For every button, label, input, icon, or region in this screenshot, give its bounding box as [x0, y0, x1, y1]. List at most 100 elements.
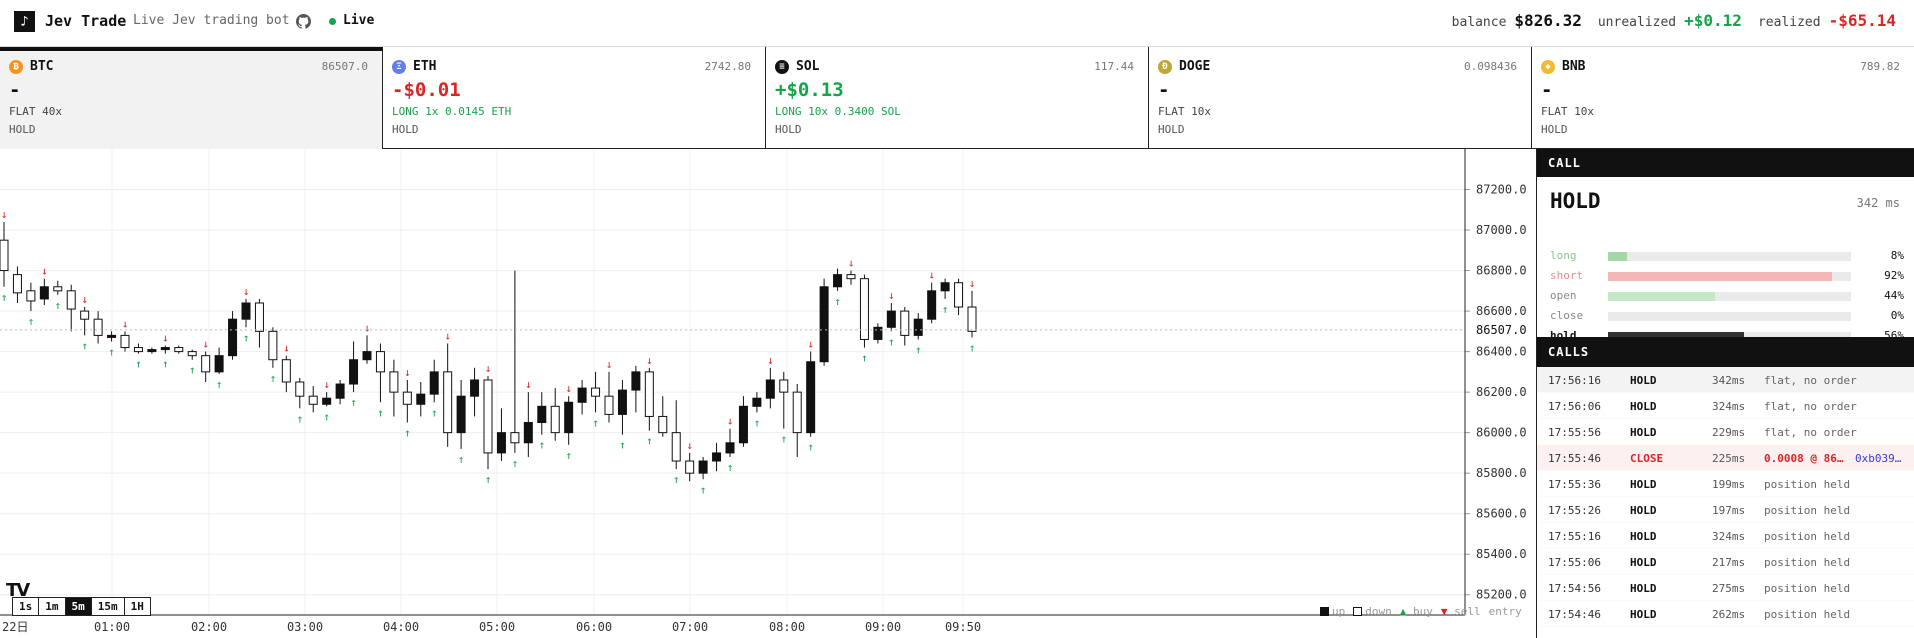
ticker-card[interactable]: ≡ SOL 117.44 +$0.13 LONG 10x 0.3400 SOL …	[766, 47, 1149, 149]
candle-body	[591, 387, 601, 397]
candle-body	[604, 395, 614, 415]
buy-marker: ↑	[404, 427, 411, 440]
prob-label: open	[1550, 289, 1577, 302]
candle-body	[322, 397, 332, 405]
live-status-label: Live	[343, 13, 375, 28]
call-row[interactable]: 17:56:16 HOLD 342ms flat, no order	[1537, 367, 1914, 393]
prob-long: long 8%	[1550, 249, 1904, 263]
ticker-action: HOLD	[775, 123, 802, 136]
x-tick-label: 09:50	[945, 620, 981, 634]
buy-marker: ↑	[1, 291, 8, 304]
prob-value: 0%	[1890, 309, 1904, 322]
candle-body	[658, 415, 668, 434]
brand-logo[interactable]: ♪	[14, 11, 35, 32]
interval-15m[interactable]: 15m	[92, 598, 125, 615]
y-tick-label: 85800.0	[1476, 466, 1527, 480]
sell-marker: ↓	[888, 289, 895, 302]
ticker-card[interactable]: Ξ ETH 2742.80 -$0.01 LONG 1x 0.0145 ETH …	[383, 47, 766, 149]
call-section-title: CALL	[1537, 149, 1914, 177]
call-row[interactable]: 17:55:46 CLOSE 225ms 0.0008 @ 86… 0xb039…	[1537, 445, 1914, 471]
call-row[interactable]: 17:55:56 HOLD 229ms flat, no order	[1537, 419, 1914, 445]
call-row[interactable]: 17:55:16 HOLD 324ms position held	[1537, 523, 1914, 549]
sell-marker: ↓	[162, 332, 169, 345]
call-time: 17:54:46	[1548, 608, 1601, 621]
call-time: 17:55:56	[1548, 426, 1601, 439]
buy-marker: ↑	[28, 315, 35, 328]
github-icon[interactable]	[296, 14, 311, 29]
buy-marker: ↑	[780, 433, 787, 446]
last-price-label: 86507.0	[1476, 323, 1527, 337]
chart-legend: up down ▲ buy ▼ sell entry	[1320, 605, 1522, 618]
y-tick-label: 85400.0	[1476, 547, 1527, 561]
candle-body	[443, 371, 453, 434]
call-note: position held	[1764, 530, 1851, 543]
sell-marker: ↓	[767, 354, 774, 367]
x-tick-label: 02:00	[191, 620, 227, 634]
calls-section-title: CALLS	[1537, 337, 1914, 367]
calls-rows: 17:56:16 HOLD 342ms flat, no order 17:56:06 H…	[1537, 367, 1914, 627]
call-note: flat, no order	[1764, 426, 1857, 439]
ticker-position: FLAT 10x	[1158, 105, 1211, 118]
prob-track	[1608, 272, 1851, 281]
call-row[interactable]: 17:54:56 HOLD 275ms position held	[1537, 575, 1914, 601]
prob-fill	[1608, 332, 1745, 341]
btc-coin-icon: ₿	[9, 60, 23, 74]
ticker-card[interactable]: ◆ BNB 789.82 - FLAT 10x HOLD	[1532, 47, 1914, 149]
sell-marker: ↓	[646, 354, 653, 367]
eth-coin-icon: Ξ	[392, 60, 406, 74]
ticker-card[interactable]: ₿ BTC 86507.0 - FLAT 40x HOLD	[0, 47, 383, 149]
call-row[interactable]: 17:55:26 HOLD 197ms position held	[1537, 497, 1914, 523]
interval-1h[interactable]: 1H	[130, 600, 144, 613]
buy-marker: ↑	[512, 457, 519, 470]
sell-marker: ↓	[686, 439, 693, 452]
candle-body	[712, 452, 722, 462]
call-row[interactable]: 17:54:46 HOLD 262ms position held	[1537, 601, 1914, 627]
top-bar: ♪ Jev Trade Live Jev trading bot Live ba…	[0, 0, 1914, 47]
buy-marker: ↑	[754, 416, 761, 429]
y-tick-label: 87200.0	[1476, 183, 1527, 197]
interval-1s[interactable]: 1s	[13, 598, 40, 615]
call-note: 0.0008 @ 86…	[1764, 452, 1844, 465]
sell-marker: ↓	[122, 317, 129, 330]
candle-body	[779, 379, 789, 393]
ticker-action: HOLD	[1158, 123, 1185, 136]
price-chart[interactable]: 87200.0 87000.0 86800.0 86600.0 86400.0 86200…	[0, 149, 1536, 638]
buy-marker: ↑	[81, 339, 88, 352]
calls-list: CALLS 17:56:16 HOLD 342ms flat, no order 17:…	[1537, 337, 1914, 627]
call-row[interactable]: 17:55:36 HOLD 199ms position held	[1537, 471, 1914, 497]
call-tx-link[interactable]: 0xb039…	[1855, 452, 1902, 465]
call-action: HOLD	[1550, 189, 1601, 213]
candle-body	[496, 432, 506, 454]
candle-body	[254, 302, 264, 332]
candle-body	[241, 302, 251, 320]
ticker-pnl: -$0.01	[392, 79, 461, 101]
ticker-symbol: SOL	[796, 59, 820, 74]
ticker-strip: ₿ BTC 86507.0 - FLAT 40x HOLD Ξ ETH 2742…	[0, 47, 1914, 149]
prob-label: close	[1550, 309, 1584, 322]
y-tick-label: 86600.0	[1476, 304, 1527, 318]
candlestick-chart[interactable]: 87200.0 87000.0 86800.0 86600.0 86400.0 86200…	[0, 149, 1536, 638]
ticker-position: LONG 1x 0.0145 ETH	[392, 105, 512, 118]
candle-body	[402, 391, 412, 405]
buy-marker: ↑	[915, 343, 922, 356]
interval-1m[interactable]: 1m	[39, 598, 66, 615]
buy-marker: ↑	[834, 295, 841, 308]
candle-body	[133, 347, 143, 353]
buy-marker: ↑	[485, 473, 492, 486]
call-row[interactable]: 17:56:06 HOLD 324ms flat, no order	[1537, 393, 1914, 419]
candle-body	[913, 318, 923, 336]
candle-body	[93, 318, 103, 336]
legend-down: down	[1353, 605, 1392, 618]
call-row[interactable]: 17:55:06 HOLD 217ms position held	[1537, 549, 1914, 575]
ticker-card[interactable]: Ð DOGE 0.098436 - FLAT 10x HOLD	[1149, 47, 1532, 149]
candle-body	[523, 422, 533, 444]
ticker-action: HOLD	[1541, 123, 1568, 136]
candle-body	[295, 381, 305, 397]
interval-5m[interactable]: 5m	[65, 598, 92, 615]
tradingview-logo[interactable]: TV	[6, 580, 30, 601]
legend-entry: entry	[1488, 605, 1522, 618]
right-panel: CALL HOLD 342 ms long 8% short 92% open …	[1536, 149, 1914, 638]
candle-body	[886, 310, 896, 328]
sell-marker: ↓	[364, 321, 371, 334]
sell-marker: ↓	[202, 338, 209, 351]
